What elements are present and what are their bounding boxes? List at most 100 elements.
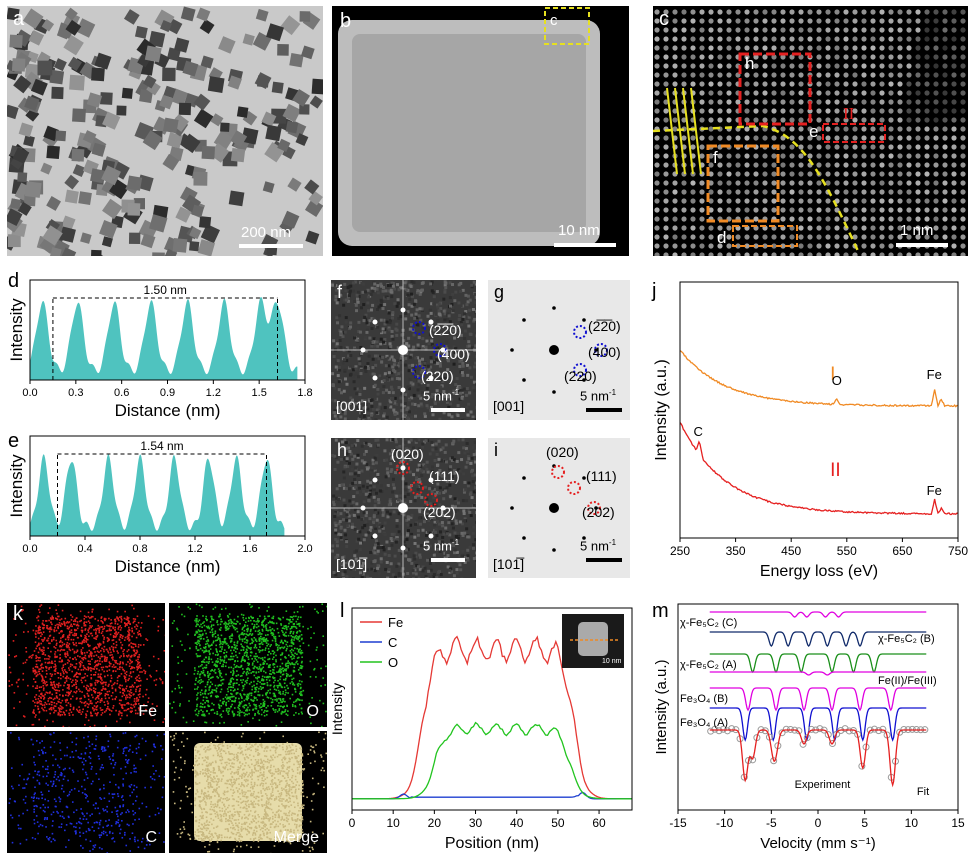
atom bbox=[681, 63, 686, 68]
nanocube bbox=[257, 75, 269, 87]
noise bbox=[443, 318, 446, 321]
element-pixel bbox=[65, 639, 67, 641]
element-pixel bbox=[37, 666, 39, 668]
noise bbox=[391, 533, 394, 536]
diffraction-spot bbox=[401, 388, 406, 393]
noise bbox=[427, 384, 430, 387]
element-pixel bbox=[103, 651, 105, 653]
element-pixel bbox=[48, 620, 50, 622]
element-pixel bbox=[76, 697, 78, 699]
atom bbox=[897, 198, 902, 203]
atom bbox=[861, 99, 866, 104]
element-pixel bbox=[128, 693, 130, 695]
cube-inner bbox=[352, 34, 586, 232]
noise bbox=[411, 364, 414, 367]
element-pixel bbox=[38, 702, 40, 704]
noise bbox=[350, 453, 353, 456]
atom bbox=[699, 189, 704, 194]
noise bbox=[399, 522, 402, 525]
element-pixel bbox=[138, 680, 140, 682]
noise bbox=[358, 362, 361, 365]
atom bbox=[726, 90, 731, 95]
noise bbox=[475, 571, 476, 574]
atom bbox=[951, 81, 956, 86]
noise bbox=[391, 490, 394, 493]
atom bbox=[951, 63, 956, 68]
atom bbox=[699, 234, 704, 239]
noise bbox=[352, 495, 355, 498]
element-pixel bbox=[88, 686, 90, 688]
atom bbox=[771, 162, 776, 167]
panel-i-spot3: (202) bbox=[582, 504, 615, 520]
atom bbox=[915, 27, 920, 32]
element-pixel bbox=[54, 627, 56, 629]
series-II-edge-c: C bbox=[693, 424, 702, 439]
atom bbox=[888, 90, 893, 95]
atom bbox=[924, 27, 929, 32]
element-pixel bbox=[136, 650, 138, 652]
atom bbox=[897, 90, 902, 95]
element-pixel bbox=[148, 697, 150, 699]
panel-h-zone: [101̅] bbox=[336, 556, 367, 572]
atom bbox=[942, 126, 947, 131]
nanocube bbox=[300, 11, 311, 22]
noise bbox=[410, 381, 413, 384]
atom bbox=[690, 63, 695, 68]
element-pixel bbox=[48, 612, 50, 614]
panel-h-fft: h (020) (111) (202) [101̅] 5 nm-1 bbox=[331, 438, 476, 578]
atom bbox=[897, 126, 902, 131]
nanocube bbox=[127, 175, 142, 190]
noise bbox=[427, 570, 430, 573]
element-pixel bbox=[35, 681, 37, 683]
element-pixel bbox=[40, 701, 42, 703]
atom bbox=[834, 252, 839, 256]
atom bbox=[888, 171, 893, 176]
nanocube bbox=[194, 109, 213, 128]
noise bbox=[375, 539, 378, 542]
noise bbox=[393, 487, 396, 490]
noise bbox=[374, 504, 377, 507]
atom bbox=[816, 18, 821, 23]
noise bbox=[408, 410, 411, 413]
element-pixel bbox=[71, 619, 73, 621]
element-pixel bbox=[130, 642, 132, 644]
noise bbox=[396, 525, 399, 528]
atom bbox=[888, 243, 893, 248]
x-tick-label: 1.2 bbox=[187, 543, 202, 555]
atom bbox=[708, 135, 713, 140]
noise bbox=[409, 471, 412, 474]
element-pixel bbox=[54, 664, 56, 666]
atom bbox=[762, 90, 767, 95]
noise bbox=[439, 530, 442, 533]
atom bbox=[960, 36, 965, 41]
noise bbox=[395, 334, 398, 337]
atom bbox=[744, 126, 749, 131]
atom bbox=[807, 153, 812, 158]
atom bbox=[798, 108, 803, 113]
noise bbox=[451, 456, 454, 459]
element-pixel bbox=[310, 661, 312, 663]
element-pixel bbox=[73, 623, 75, 625]
panel-e-label: e bbox=[8, 430, 19, 453]
noise bbox=[389, 513, 392, 516]
noise bbox=[365, 534, 368, 537]
element-pixel bbox=[127, 697, 129, 699]
element-pixel bbox=[88, 646, 90, 648]
noise bbox=[460, 532, 463, 535]
noise bbox=[406, 572, 409, 575]
element-pixel bbox=[42, 670, 44, 672]
noise bbox=[369, 481, 372, 484]
panel-f-label: f bbox=[337, 282, 342, 303]
noise bbox=[396, 418, 399, 420]
noise bbox=[348, 487, 351, 490]
element-pixel bbox=[125, 679, 127, 681]
atom bbox=[825, 126, 830, 131]
noise bbox=[412, 346, 415, 349]
noise bbox=[382, 385, 385, 388]
element-pixel bbox=[76, 663, 78, 665]
atom bbox=[816, 9, 821, 14]
element-pixel bbox=[65, 699, 67, 701]
atom bbox=[933, 81, 938, 86]
noise bbox=[368, 461, 371, 464]
element-pixel bbox=[85, 680, 87, 682]
